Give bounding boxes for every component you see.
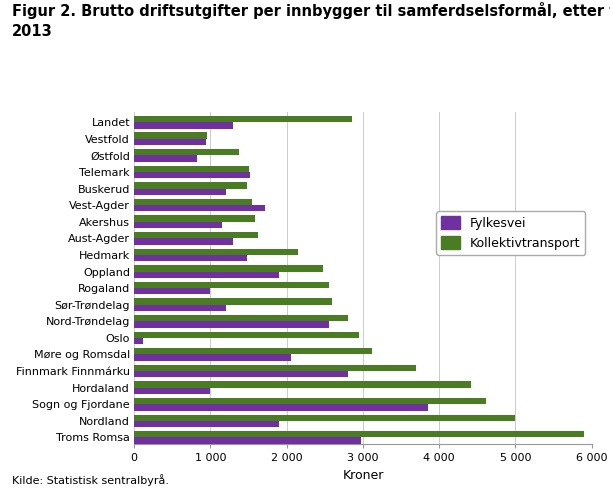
Bar: [134, 288, 210, 294]
Bar: [134, 139, 206, 145]
Bar: [134, 238, 233, 244]
Bar: [134, 172, 250, 178]
Bar: [134, 315, 348, 321]
X-axis label: Kroner: Kroner: [342, 468, 384, 482]
Bar: [134, 271, 279, 278]
Bar: [134, 215, 256, 222]
Bar: [134, 132, 207, 139]
Bar: [134, 165, 248, 172]
Bar: [134, 222, 222, 228]
Bar: [134, 404, 428, 410]
Bar: [134, 199, 251, 205]
Bar: [134, 116, 351, 122]
Legend: Fylkesvei, Kollektivtransport: Fylkesvei, Kollektivtransport: [436, 211, 586, 255]
Bar: [134, 298, 332, 305]
Bar: [134, 421, 279, 427]
Bar: [134, 205, 265, 211]
Bar: [134, 387, 210, 394]
Bar: [134, 282, 329, 288]
Bar: [134, 255, 247, 261]
Bar: [134, 149, 239, 155]
Bar: [134, 155, 196, 162]
Bar: [134, 305, 226, 311]
Bar: [134, 321, 329, 327]
Bar: [134, 365, 416, 371]
Bar: [134, 437, 361, 444]
Bar: [134, 414, 515, 421]
Bar: [134, 182, 247, 188]
Bar: [134, 354, 290, 361]
Bar: [134, 431, 584, 437]
Bar: [134, 371, 348, 377]
Bar: [134, 331, 359, 338]
Bar: [134, 248, 298, 255]
Bar: [134, 122, 233, 128]
Bar: [134, 398, 486, 404]
Bar: [134, 232, 257, 238]
Text: Figur 2. Brutto driftsutgifter per innbygger til samferdselsformål, etter fylke.: Figur 2. Brutto driftsutgifter per innby…: [12, 2, 610, 39]
Bar: [134, 188, 226, 195]
Text: Kilde: Statistisk sentralbyrå.: Kilde: Statistisk sentralbyrå.: [12, 474, 169, 486]
Bar: [134, 265, 323, 271]
Bar: [134, 381, 471, 387]
Bar: [134, 338, 143, 344]
Bar: [134, 348, 372, 354]
